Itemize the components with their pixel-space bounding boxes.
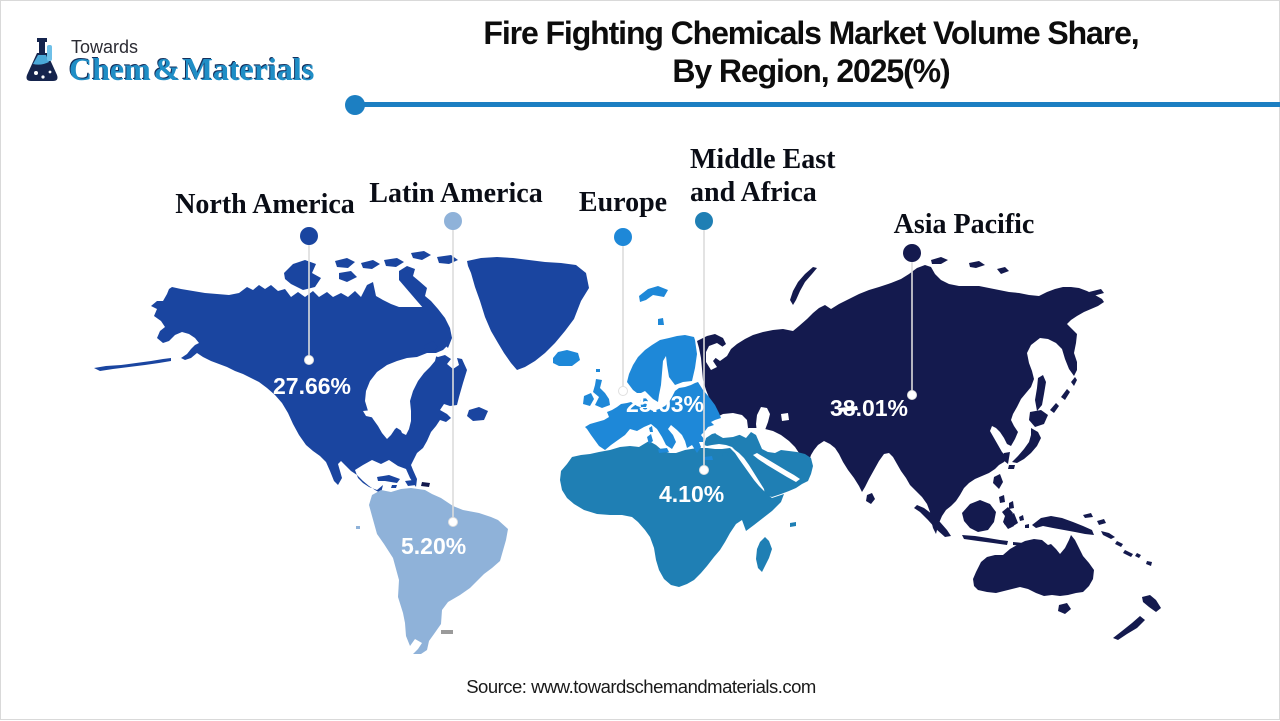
svg-text:27.66%: 27.66% xyxy=(273,373,351,399)
svg-text:38.01%: 38.01% xyxy=(830,395,908,421)
svg-text:Latin America: Latin America xyxy=(369,178,542,209)
svg-text:25.03%: 25.03% xyxy=(626,391,704,417)
svg-text:Asia Pacific: Asia Pacific xyxy=(894,209,1035,240)
svg-text:5.20%: 5.20% xyxy=(401,533,466,559)
svg-text:Middle East: Middle East xyxy=(690,144,836,175)
svg-text:Europe: Europe xyxy=(579,187,667,218)
svg-text:and Africa: and Africa xyxy=(690,177,817,208)
svg-text:North America: North America xyxy=(175,189,355,220)
svg-text:4.10%: 4.10% xyxy=(659,481,724,507)
